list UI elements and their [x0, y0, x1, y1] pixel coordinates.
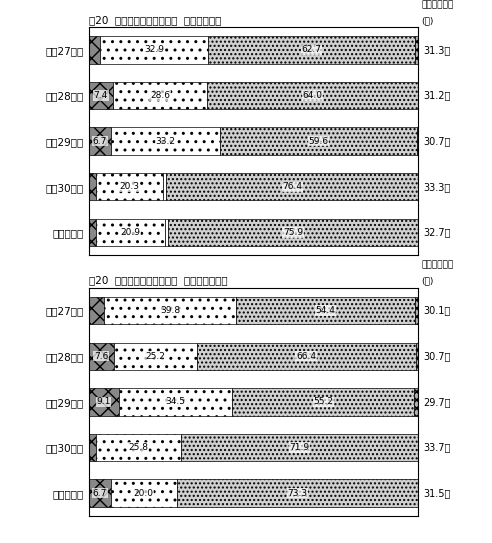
Text: 55.2: 55.2: [313, 397, 333, 406]
Text: 75.9: 75.9: [283, 228, 303, 237]
Bar: [100, 36, 208, 64]
Bar: [197, 343, 416, 370]
Text: 9.1: 9.1: [96, 397, 111, 406]
Text: 33.3年: 33.3年: [423, 182, 450, 192]
Text: (％): (％): [422, 276, 434, 286]
Text: 20.0: 20.0: [134, 489, 154, 497]
Text: 31.2年: 31.2年: [423, 91, 451, 100]
Bar: [207, 82, 418, 109]
Text: 30.7年: 30.7年: [423, 136, 451, 146]
Bar: [415, 297, 418, 324]
Text: 32.9: 32.9: [144, 46, 164, 54]
Bar: [416, 343, 418, 370]
Text: 59.6: 59.6: [308, 137, 328, 146]
Bar: [89, 343, 114, 370]
Bar: [89, 219, 96, 246]
Text: 平均返済期間: 平均返済期間: [422, 0, 454, 9]
Text: 30.7年: 30.7年: [423, 351, 451, 361]
Text: 29.7年: 29.7年: [423, 397, 451, 407]
Bar: [89, 82, 113, 109]
Text: 31.5年: 31.5年: [423, 488, 451, 498]
Text: 34.5: 34.5: [165, 397, 185, 406]
Bar: [89, 479, 111, 507]
Text: 39.8: 39.8: [160, 306, 180, 315]
Text: 7.4: 7.4: [93, 91, 108, 100]
Bar: [119, 388, 232, 415]
Bar: [96, 173, 163, 200]
Bar: [89, 388, 119, 415]
Text: 25.2: 25.2: [145, 352, 165, 361]
Text: 20.3: 20.3: [120, 182, 140, 191]
Text: 7.6: 7.6: [94, 352, 108, 361]
Bar: [89, 128, 111, 155]
Text: 66.4: 66.4: [296, 352, 316, 361]
Bar: [111, 479, 177, 507]
Bar: [181, 434, 418, 461]
Bar: [96, 434, 181, 461]
Text: 平均返済期間: 平均返済期間: [422, 261, 454, 269]
Text: 76.4: 76.4: [282, 182, 302, 191]
Bar: [417, 128, 418, 155]
Legend: 5年未満, 5～10年未満, 10～20年未満, 20～35年未満, 35年以上: 5年未満, 5～10年未満, 10～20年未満, 20～35年未満, 35年以上: [124, 322, 383, 338]
Text: 啂20  住宅購入資金返済期間  分譲戸建住宅: 啂20 住宅購入資金返済期間 分譲戸建住宅: [89, 15, 221, 25]
Text: 20.9: 20.9: [120, 228, 140, 237]
Text: 32.7年: 32.7年: [423, 228, 451, 237]
Text: (％): (％): [422, 16, 434, 25]
Text: 31.3年: 31.3年: [423, 45, 450, 55]
Bar: [414, 388, 418, 415]
Bar: [168, 219, 418, 246]
Bar: [166, 173, 418, 200]
Bar: [89, 173, 96, 200]
Text: 62.7: 62.7: [302, 46, 322, 54]
Text: 33.2: 33.2: [155, 137, 175, 146]
Bar: [96, 219, 165, 246]
Bar: [89, 434, 96, 461]
Text: 25.8: 25.8: [129, 443, 149, 452]
Text: 30.1年: 30.1年: [423, 306, 450, 315]
Bar: [177, 479, 418, 507]
Text: 54.4: 54.4: [315, 306, 335, 315]
Bar: [232, 388, 414, 415]
Bar: [104, 297, 236, 324]
Bar: [236, 297, 415, 324]
Text: 啂20  住宅購入資金返済期間  分譲マンション: 啂20 住宅購入資金返済期間 分譲マンション: [89, 276, 227, 286]
Text: 33.7年: 33.7年: [423, 443, 451, 452]
Bar: [113, 82, 207, 109]
Bar: [114, 343, 197, 370]
Text: 6.7: 6.7: [92, 489, 107, 497]
Bar: [89, 297, 104, 324]
Text: 6.7: 6.7: [92, 137, 107, 146]
Bar: [220, 128, 417, 155]
Bar: [163, 173, 166, 200]
Bar: [165, 219, 168, 246]
Text: 73.3: 73.3: [287, 489, 308, 497]
Text: 64.0: 64.0: [303, 91, 323, 100]
Text: 71.9: 71.9: [290, 443, 310, 452]
Text: 28.6: 28.6: [150, 91, 170, 100]
Bar: [111, 128, 220, 155]
Bar: [89, 36, 100, 64]
Bar: [208, 36, 415, 64]
Bar: [415, 36, 418, 64]
